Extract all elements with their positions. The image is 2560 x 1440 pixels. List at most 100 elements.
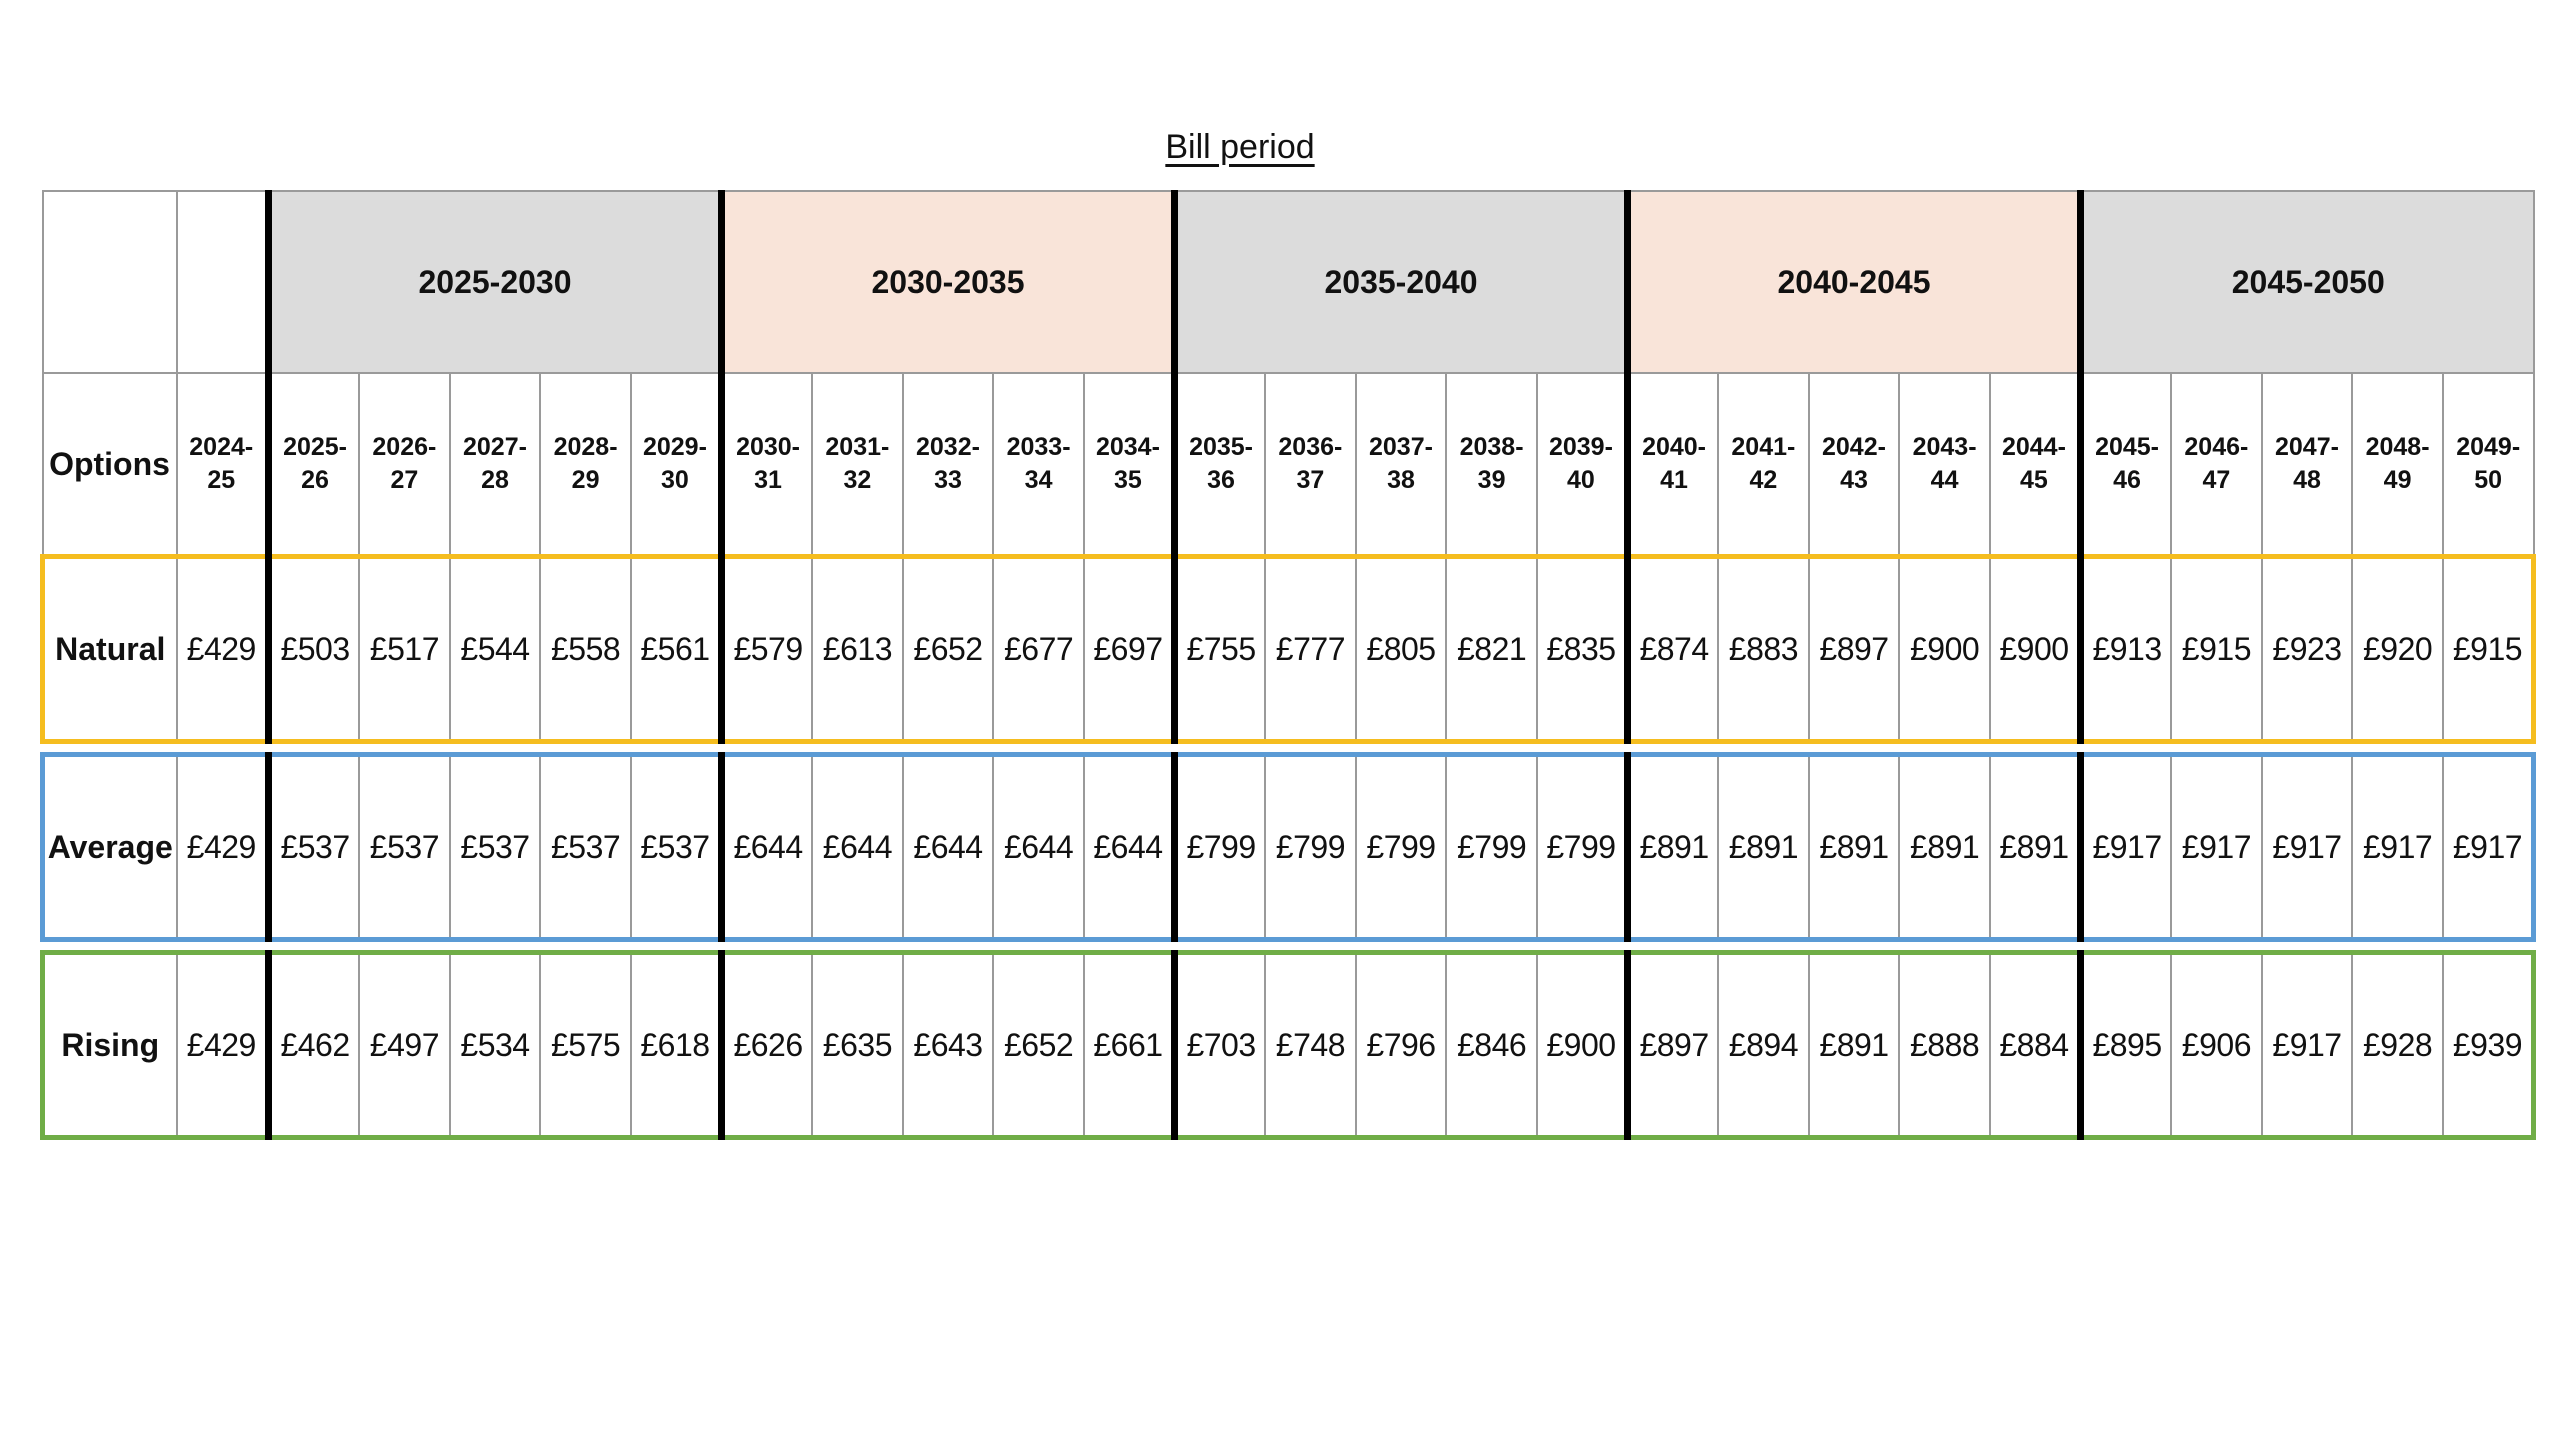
bill-value-cell: £796 <box>1354 950 1448 1140</box>
bill-value-cell: £429 <box>175 554 270 744</box>
bill-value-cell: £537 <box>629 752 723 942</box>
empty-header-cell <box>175 190 270 374</box>
year-start: 2035- <box>1189 433 1254 461</box>
empty-header-cell <box>41 190 178 374</box>
year-start: 2034- <box>1095 433 1160 461</box>
year-end: 25 <box>207 466 236 494</box>
year-header: 2029- 30 <box>629 372 723 558</box>
bill-value-cell: £497 <box>358 950 451 1140</box>
bill-value-cell: £613 <box>811 554 904 744</box>
period-header-2045-2050: 2045-2050 <box>2077 190 2535 374</box>
bill-value-cell: £891 <box>1717 752 1810 942</box>
year-header: 2049- 50 <box>2441 372 2535 558</box>
year-start: 2032- <box>916 433 980 461</box>
year-header: 2044- 45 <box>1988 372 2082 558</box>
bill-value-cell: £835 <box>1535 554 1629 744</box>
year-start: 2037- <box>1369 433 1433 461</box>
year-start: 2038- <box>1459 433 1524 461</box>
bill-value-cell: £503 <box>265 554 361 744</box>
year-start: 2028- <box>553 433 618 461</box>
row-label-average: Average <box>40 752 178 942</box>
year-header: 2042- 43 <box>1807 372 1901 558</box>
bill-value-cell: £677 <box>992 554 1085 744</box>
year-header: 2037- 38 <box>1354 372 1448 558</box>
bill-value-cell: £644 <box>811 752 904 942</box>
bill-value-cell: £891 <box>1807 950 1901 1140</box>
bill-value-cell: £821 <box>1445 554 1538 744</box>
bill-value-cell: £558 <box>539 554 632 744</box>
bill-value-cell: £900 <box>1898 554 1991 744</box>
bill-table: 2025-2030 2030-2035 2035-2040 2040-2045 2045… <box>40 190 2536 1140</box>
year-start: 2040- <box>1642 433 1707 461</box>
table-caption: Bill period <box>1165 128 1315 166</box>
year-end: 36 <box>1207 466 1235 494</box>
bill-value-cell: £799 <box>1535 752 1629 942</box>
year-header: 2040- 41 <box>1624 372 1720 558</box>
bill-value-cell: £429 <box>175 950 270 1140</box>
bill-value-cell: £917 <box>2260 950 2354 1140</box>
year-end: 44 <box>1930 466 1959 494</box>
year-header: 2028- 29 <box>539 372 632 558</box>
bill-value-cell: £755 <box>1171 554 1267 744</box>
bill-value-cell: £894 <box>1717 950 1810 1140</box>
bill-value-cell: £917 <box>2170 752 2263 942</box>
bill-value-cell: £561 <box>629 554 723 744</box>
bill-value-cell: £939 <box>2441 950 2536 1140</box>
bill-value-cell: £618 <box>629 950 723 1140</box>
table-row-average: Average £429 £537 £537 £537 £537 £537 £644 £644 £… <box>40 752 2536 942</box>
year-start: 2042- <box>1822 433 1886 461</box>
bill-value-cell: £915 <box>2170 554 2263 744</box>
year-header: 2038- 39 <box>1445 372 1538 558</box>
bill-value-cell: £644 <box>992 752 1085 942</box>
bill-value-cell: £635 <box>811 950 904 1140</box>
year-end: 28 <box>481 466 509 494</box>
period-header-2040-2045: 2040-2045 <box>1624 190 2082 374</box>
year-end: 31 <box>754 466 782 494</box>
year-header: 2024- 25 <box>175 372 270 558</box>
bill-value-cell: £575 <box>539 950 632 1140</box>
bill-value-cell: £906 <box>2170 950 2263 1140</box>
bill-value-cell: £891 <box>1807 752 1901 942</box>
year-end: 38 <box>1387 466 1415 494</box>
year-end: 27 <box>390 466 419 494</box>
bill-value-cell: £703 <box>1171 950 1267 1140</box>
bill-value-cell: £888 <box>1898 950 1991 1140</box>
options-header: Options <box>41 372 178 558</box>
year-end: 49 <box>2383 466 2412 494</box>
period-header-2030-2035: 2030-2035 <box>718 190 1176 374</box>
bill-value-cell: £900 <box>1988 554 2082 744</box>
bill-value-cell: £537 <box>448 752 542 942</box>
year-end: 42 <box>1749 466 1778 494</box>
bill-value-cell: £846 <box>1445 950 1538 1140</box>
row-label-rising: Rising <box>40 950 178 1140</box>
bill-value-cell: £920 <box>2351 554 2444 744</box>
bill-value-cell: £644 <box>901 752 995 942</box>
year-end: 32 <box>843 466 872 494</box>
year-header: 2041- 42 <box>1717 372 1810 558</box>
year-header: 2046- 47 <box>2170 372 2263 558</box>
year-end: 39 <box>1477 466 1506 494</box>
year-header-row: Options 2024- 25 2025- 26 2026- 27 2027- 28 2028-… <box>41 372 2535 558</box>
year-start: 2043- <box>1912 433 1977 461</box>
bill-value-cell: £544 <box>448 554 542 744</box>
bill-value-cell: £884 <box>1988 950 2082 1140</box>
year-start: 2045- <box>2095 433 2160 461</box>
bill-value-cell: £917 <box>2077 752 2173 942</box>
bill-value-cell: £917 <box>2260 752 2354 942</box>
year-header: 2027- 28 <box>448 372 542 558</box>
year-start: 2047- <box>2275 433 2339 461</box>
year-header: 2039- 40 <box>1535 372 1629 558</box>
year-header: 2034- 35 <box>1082 372 1176 558</box>
year-header: 2033- 34 <box>992 372 1085 558</box>
bill-value-cell: £883 <box>1717 554 1810 744</box>
year-end: 50 <box>2474 466 2503 494</box>
bill-value-cell: £874 <box>1624 554 1720 744</box>
bill-value-cell: £805 <box>1354 554 1448 744</box>
bill-value-cell: £579 <box>718 554 814 744</box>
year-header: 2043- 44 <box>1898 372 1991 558</box>
bill-value-cell: £661 <box>1082 950 1176 1140</box>
period-header-row: 2025-2030 2030-2035 2035-2040 2040-2045 2045… <box>41 190 2535 374</box>
year-header: 2032- 33 <box>901 372 995 558</box>
period-header-2025-2030: 2025-2030 <box>265 190 723 374</box>
bill-value-cell: £652 <box>992 950 1085 1140</box>
